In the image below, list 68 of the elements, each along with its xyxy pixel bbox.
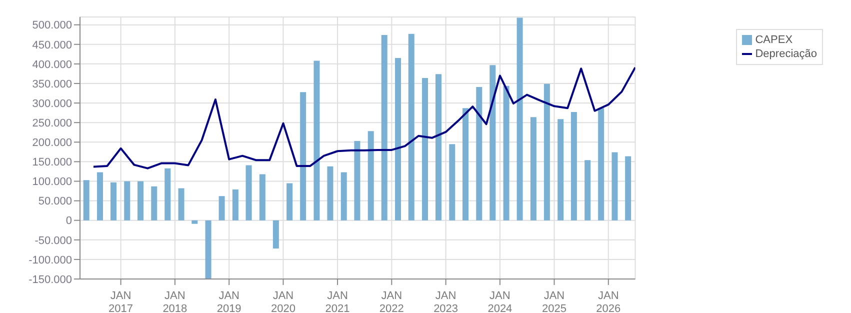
y-tick-label: -100.000 <box>28 254 72 266</box>
bar <box>598 108 604 220</box>
x-tick-label: JAN 2023 <box>434 290 458 313</box>
legend-label: CAPEX <box>755 34 793 46</box>
bar <box>584 160 591 220</box>
bar <box>544 84 550 220</box>
bar <box>272 220 279 248</box>
bar <box>300 92 306 220</box>
x-tick-label: JAN 2024 <box>488 290 512 313</box>
bar <box>164 168 171 220</box>
bar <box>205 220 212 279</box>
y-tick-label: 500.000 <box>32 20 72 32</box>
bar <box>314 60 320 220</box>
bar <box>218 196 225 220</box>
x-tick-label: JAN 2020 <box>270 290 296 313</box>
y-tick-label: -50.000 <box>34 234 72 247</box>
bar <box>516 18 523 220</box>
x-tick-label: JAN 2026 <box>596 290 621 313</box>
line-series <box>92 66 636 170</box>
bar <box>246 165 252 220</box>
bar <box>327 166 334 220</box>
y-tick-label: 250.000 <box>32 117 72 130</box>
x-tick-label: JAN 2017 <box>108 290 134 313</box>
x-tick-label: JAN 2019 <box>216 290 242 313</box>
bar <box>124 181 130 220</box>
bar <box>570 112 577 220</box>
y-tick-label: 50.000 <box>38 196 72 208</box>
x-tick-label: JAN 2018 <box>162 290 188 313</box>
bar <box>83 180 90 220</box>
bar <box>422 78 428 220</box>
y-tick-label: 200.000 <box>32 137 72 150</box>
bar <box>381 34 388 220</box>
bar <box>151 186 158 220</box>
bar <box>408 34 414 220</box>
y-tick-label: 150.000 <box>32 156 72 169</box>
bar <box>232 189 238 220</box>
bar <box>96 172 103 220</box>
y-tick-label: 100.000 <box>32 176 72 188</box>
y-tick-label: 300.000 <box>32 98 72 110</box>
y-tick-label: 0 <box>66 215 72 228</box>
y-tick-label: 350.000 <box>32 78 72 90</box>
legend-label: Depreciação <box>755 48 817 60</box>
y-tick-label: -150.000 <box>28 274 72 286</box>
bar <box>625 156 632 220</box>
bar <box>449 144 456 220</box>
bar <box>340 172 347 220</box>
bar <box>178 188 184 220</box>
x-tick-label: JAN 2025 <box>542 290 566 313</box>
x-tick-label: JAN 2021 <box>325 290 350 313</box>
y-tick-label: 450.000 <box>32 39 72 52</box>
bar <box>354 140 360 220</box>
bar <box>137 181 144 220</box>
bar <box>192 220 198 224</box>
bar <box>368 131 374 220</box>
bar <box>530 117 536 220</box>
bar <box>490 65 496 220</box>
y-tick-label: 400.000 <box>32 58 72 71</box>
bar <box>503 86 510 220</box>
bar <box>435 74 442 220</box>
bar <box>558 119 564 220</box>
bar <box>395 58 402 220</box>
x-tick-label: JAN 2022 <box>379 290 404 313</box>
bar <box>476 86 482 220</box>
bar <box>286 183 293 220</box>
bar <box>259 174 266 220</box>
bar <box>462 108 468 220</box>
bar <box>612 152 618 220</box>
bar <box>110 182 116 220</box>
